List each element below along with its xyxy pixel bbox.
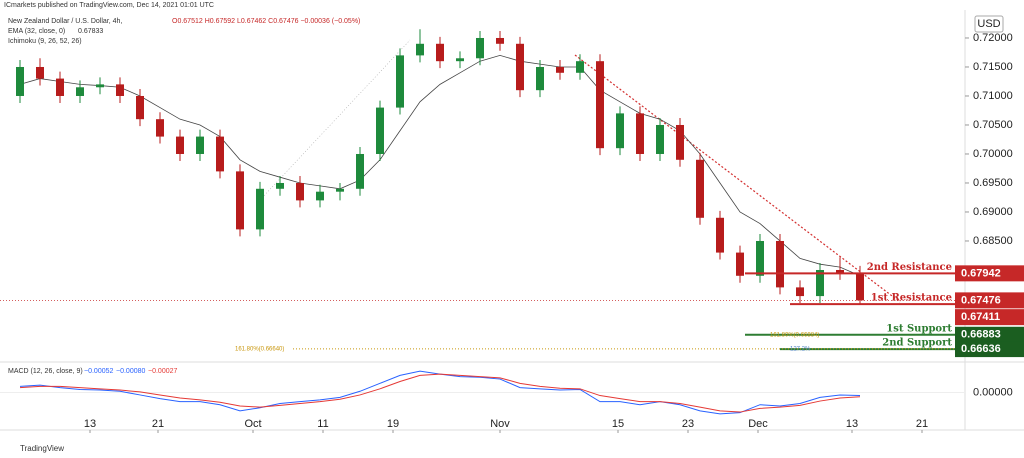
y-tick-label: 0.69000: [973, 206, 1013, 218]
y-tick-label: 0.69500: [973, 177, 1013, 189]
candle-body: [596, 61, 604, 149]
candle-body: [796, 287, 804, 297]
candle-body: [356, 153, 364, 189]
candle-body: [76, 87, 84, 96]
currency-box: [974, 15, 1004, 33]
candle-body: [436, 43, 444, 62]
y-tick-label: 0.70000: [973, 148, 1013, 160]
y-tick-label: 0.68500: [973, 235, 1013, 247]
fib-label: 161.80%(0.66884): [770, 332, 819, 338]
macd-tick-label: 0.00000: [973, 386, 1013, 398]
candle-body: [376, 107, 384, 154]
symbol: New Zealand Dollar / U.S. Dollar, 4h,: [8, 18, 122, 25]
trend-line: [574, 54, 901, 303]
ichimoku-label: Ichimoku (9, 26, 52, 26): [8, 38, 82, 45]
candle-body: [196, 136, 204, 154]
level-value: 0.67942: [961, 267, 1001, 279]
candle-body: [116, 84, 124, 96]
fib-label: 127.2%: [790, 346, 811, 352]
level-value: 0.66883: [961, 329, 1001, 341]
level-name: 1st Resistance: [871, 293, 952, 304]
fib-label: 161.80%(0.66640): [235, 346, 284, 352]
candle-body: [156, 119, 164, 137]
ema-value: 0.67833: [78, 28, 103, 35]
level-value: 0.67411: [961, 311, 1000, 323]
level-value: 0.66636: [961, 343, 1001, 355]
candle-body: [56, 78, 64, 96]
candle-body: [496, 37, 504, 44]
y-tick-label: 0.71500: [973, 61, 1013, 73]
candle-body: [836, 269, 844, 273]
x-tick-label: 13: [846, 418, 858, 430]
candle-body: [236, 171, 244, 230]
candle-body: [536, 66, 544, 91]
candle-body: [656, 124, 664, 154]
level-box: [955, 309, 1024, 326]
y-tick-label: 0.70500: [973, 119, 1013, 131]
candle-body: [736, 252, 744, 276]
x-tick-label: Dec: [748, 418, 768, 430]
candle-body: [756, 240, 764, 276]
level-box: [955, 326, 1024, 343]
candle-body: [636, 113, 644, 154]
currency: USD: [977, 18, 1000, 30]
x-tick-label: Oct: [244, 418, 261, 430]
hist-value: −0.00027: [148, 368, 177, 375]
candle-body: [296, 182, 304, 201]
candle-body: [576, 61, 584, 73]
fib-line: [259, 39, 411, 201]
candle-body: [216, 136, 224, 172]
last-price-box: [955, 292, 1024, 309]
level-name: 1st Support: [886, 323, 952, 334]
candle-body: [256, 188, 264, 230]
publisher: ICmarkets published on TradingView.com, …: [4, 2, 214, 9]
candle-body: [96, 84, 104, 88]
footer: TradingView: [20, 444, 64, 453]
x-tick-label: 21: [916, 418, 928, 430]
ema-line: [19, 54, 861, 277]
candle-body: [556, 66, 564, 73]
candle-body: [696, 159, 704, 218]
signal-line: [19, 373, 861, 413]
candle-body: [476, 37, 484, 59]
ema-label: EMA (32, close, 0): [8, 28, 65, 35]
level-box: [955, 341, 1024, 358]
x-tick-label: 11: [317, 418, 328, 430]
candle-body: [816, 269, 824, 297]
y-tick-label: 0.72000: [973, 32, 1013, 44]
candle-body: [176, 136, 184, 154]
x-tick-label: 21: [152, 418, 164, 430]
y-tick-label: 0.71000: [973, 90, 1013, 102]
candle-body: [336, 188, 344, 192]
candle-body: [416, 43, 424, 56]
x-tick-label: 19: [387, 418, 399, 430]
candle-body: [396, 55, 404, 108]
candle-body: [616, 113, 624, 149]
candle-body: [676, 124, 684, 160]
x-tick-label: 23: [682, 418, 694, 430]
level-box: [955, 265, 1024, 282]
candle-body: [276, 182, 284, 189]
candle-body: [316, 191, 324, 201]
macd-label: MACD (12, 26, close, 9): [8, 368, 83, 375]
candle-body: [136, 95, 144, 120]
level-name: 2nd Support: [882, 338, 952, 349]
level-name: 2nd Resistance: [867, 262, 952, 273]
candle-body: [36, 66, 44, 79]
ohlc: O0.67512 H0.67592 L0.67462 C0.67476 −0.0…: [172, 18, 360, 25]
candle-body: [16, 66, 24, 96]
candle-body: [856, 272, 864, 301]
x-tick-label: Nov: [490, 418, 510, 430]
signal-value: −0.00080: [116, 368, 145, 375]
candle-body: [456, 58, 464, 62]
x-tick-label: 15: [612, 418, 624, 430]
candle-body: [776, 240, 784, 288]
x-tick-label: 13: [84, 418, 96, 430]
last-price-label: 0.67476: [961, 294, 1001, 306]
macd-value: −0.00052: [84, 368, 113, 375]
candle-body: [716, 217, 724, 253]
candle-body: [516, 43, 524, 91]
